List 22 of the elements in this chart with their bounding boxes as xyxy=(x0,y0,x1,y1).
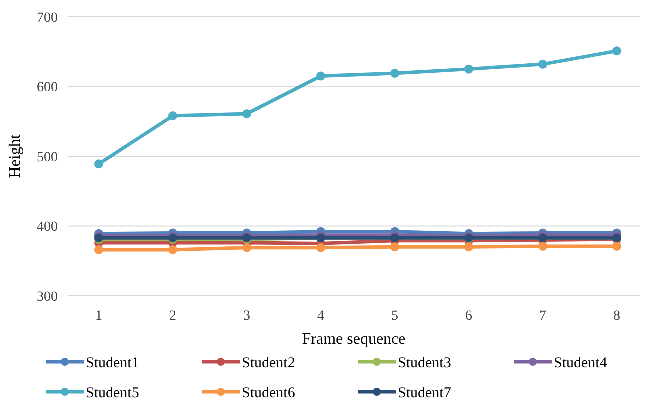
y-tick-label: 300 xyxy=(37,290,58,305)
legend-label: Student1 xyxy=(86,355,140,372)
x-tick-label: 1 xyxy=(96,309,102,324)
legend-label: Student7 xyxy=(398,385,452,402)
x-tick-label: 2 xyxy=(170,309,176,324)
legend-label: Student4 xyxy=(554,355,608,372)
x-tick-label: 7 xyxy=(540,309,546,324)
legend-label: Student5 xyxy=(86,385,140,402)
y-tick-label: 600 xyxy=(37,80,58,96)
x-tick-label: 8 xyxy=(614,309,620,324)
x-tick-label: 4 xyxy=(318,309,324,324)
legend-label: Student2 xyxy=(242,355,296,372)
legend-label: Student6 xyxy=(242,385,296,402)
y-tick-label: 700 xyxy=(37,10,58,26)
x-tick-label: 3 xyxy=(244,309,250,324)
x-tick-label: 5 xyxy=(392,309,398,324)
x-axis-title: Frame sequence xyxy=(302,331,406,348)
y-axis-title: Height xyxy=(7,134,24,178)
legend-label: Student3 xyxy=(398,355,452,372)
x-tick-label: 6 xyxy=(466,309,472,324)
y-tick-label: 500 xyxy=(37,150,58,166)
y-tick-label: 400 xyxy=(37,220,58,236)
